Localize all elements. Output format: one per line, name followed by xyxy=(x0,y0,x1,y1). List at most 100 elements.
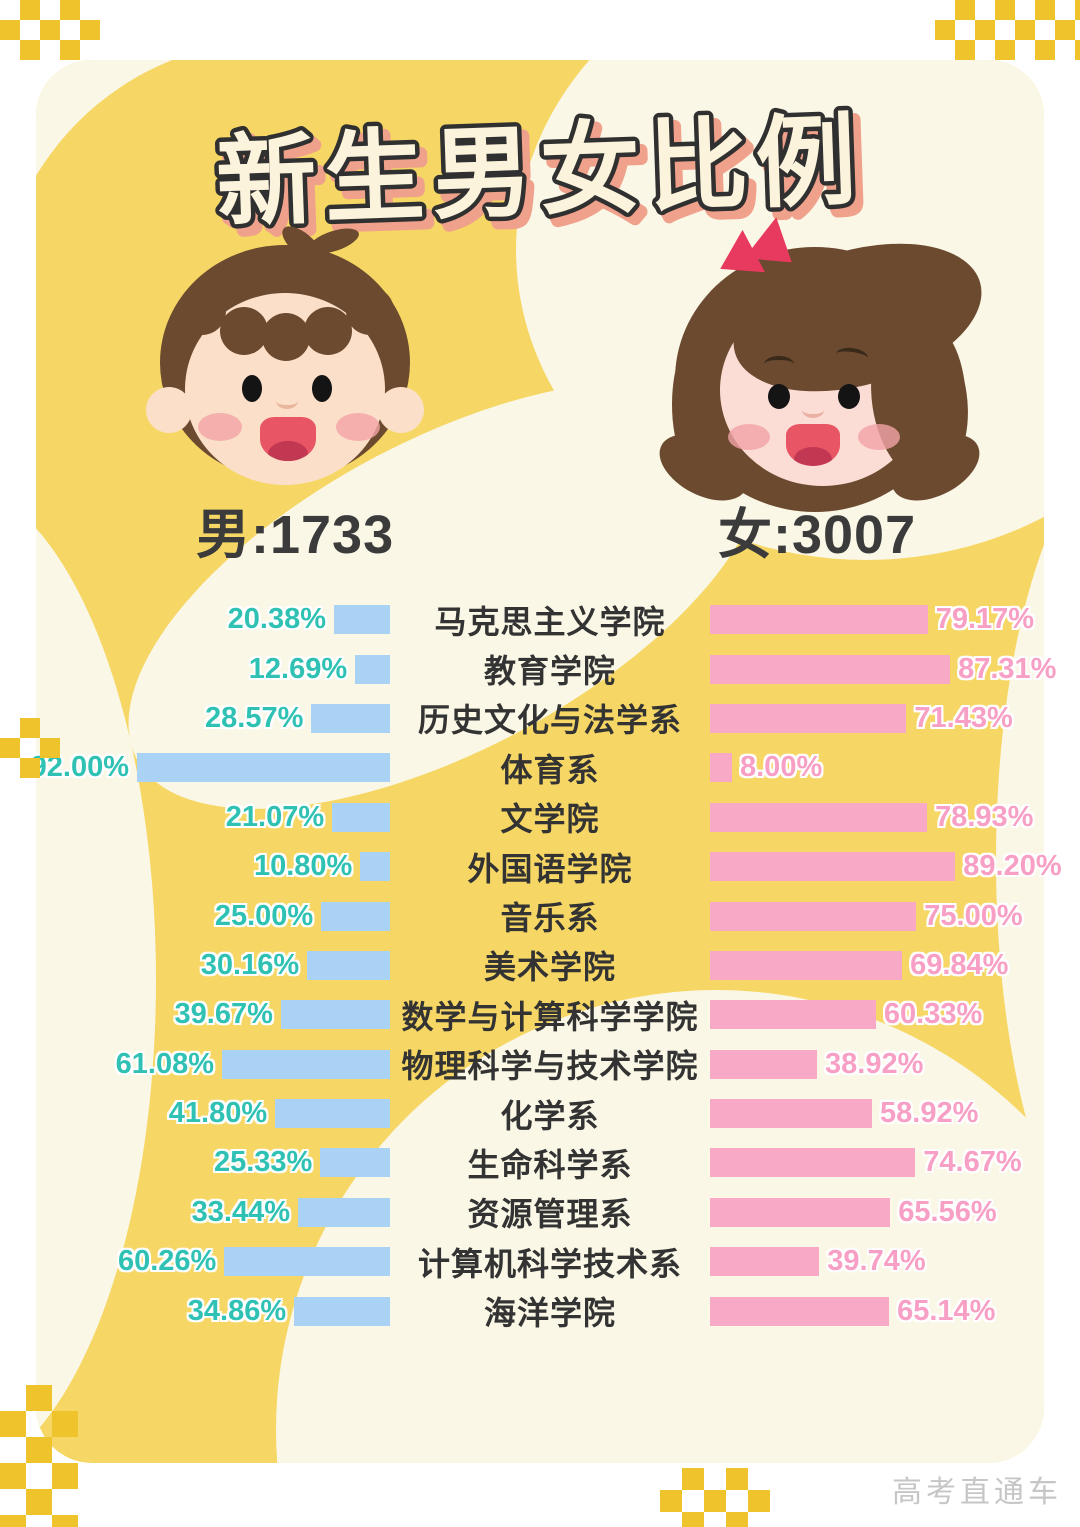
male-percent-label: 21.07% xyxy=(225,800,325,833)
girl-illustration xyxy=(648,217,999,522)
male-bar xyxy=(332,802,390,832)
girl-cheek-left xyxy=(728,424,770,450)
chart-row: 92.00% 体育系 8.00% xyxy=(0,743,1080,792)
female-bar xyxy=(710,950,903,980)
female-bar xyxy=(710,703,907,733)
boy-fringe-scallop xyxy=(346,287,394,335)
female-percent-label: 8.00% xyxy=(740,751,823,784)
male-total: 男:1733 xyxy=(196,505,395,565)
boy-fringe-scallop xyxy=(220,307,268,355)
male-bar-zone: 10.80% xyxy=(0,850,390,883)
boy-illustration xyxy=(146,220,424,500)
checker-pattern-mid-left xyxy=(0,718,60,778)
female-bar xyxy=(710,802,928,832)
department-label: 数学与计算科学学院 xyxy=(401,998,699,1035)
department-label: 计算机科学技术系 xyxy=(417,1245,682,1282)
chart-row: 12.69% 教育学院 87.31% xyxy=(0,644,1080,693)
male-bar-zone: 20.38% xyxy=(0,603,390,636)
male-bar-zone: 30.16% xyxy=(0,949,390,982)
male-bar xyxy=(137,753,390,783)
checker-pattern-top-left xyxy=(0,0,100,60)
female-bar-zone: 39.74% xyxy=(710,1245,1080,1278)
female-bar xyxy=(710,654,951,684)
boy-ear-left xyxy=(146,387,192,433)
female-percent-label: 65.14% xyxy=(897,1294,996,1327)
female-bar-zone: 79.17% xyxy=(710,603,1080,636)
female-bar-zone: 69.84% xyxy=(710,949,1080,982)
female-bar xyxy=(710,753,732,783)
male-bar-zone: 60.26% xyxy=(0,1245,390,1278)
female-bar xyxy=(710,1099,872,1129)
department-label: 体育系 xyxy=(500,751,600,788)
gender-ratio-chart: 20.38% 马克思主义学院 79.17% 12.69% 教育学院 87.31%… xyxy=(0,595,1080,1336)
department-label: 物理科学与技术学院 xyxy=(401,1048,699,1085)
female-bar-zone: 75.00% xyxy=(710,900,1080,933)
male-bar-zone: 39.67% xyxy=(0,998,390,1031)
female-percent-label: 69.84% xyxy=(910,948,1009,981)
male-bar-zone: 61.08% xyxy=(0,1048,390,1081)
male-percent-label: 20.38% xyxy=(227,603,326,636)
female-bar xyxy=(710,1049,817,1079)
female-percent-label: 71.43% xyxy=(914,701,1013,734)
male-bar-zone: 25.00% xyxy=(0,900,390,933)
page-title: 新生男女比例 新生男女比例 xyxy=(140,78,940,258)
female-bar xyxy=(710,1000,876,1030)
male-bar xyxy=(298,1197,390,1227)
male-bar xyxy=(360,852,390,882)
female-percent-label: 75.00% xyxy=(924,899,1023,932)
chart-row: 21.07% 文学院 78.93% xyxy=(0,793,1080,842)
male-bar-zone: 34.86% xyxy=(0,1295,390,1328)
chart-row: 41.80% 化学系 58.92% xyxy=(0,1089,1080,1138)
female-percent-label: 79.17% xyxy=(935,603,1035,636)
male-percent-label: 61.08% xyxy=(115,1047,214,1080)
female-bar-zone: 58.92% xyxy=(710,1097,1080,1130)
male-percent-label: 41.80% xyxy=(168,1097,268,1130)
male-bar-zone: 25.33% xyxy=(0,1146,390,1179)
male-bar-zone: 21.07% xyxy=(0,801,390,834)
female-bar-zone: 71.43% xyxy=(710,702,1080,735)
male-bar xyxy=(307,950,390,980)
boy-ear-right xyxy=(378,387,424,433)
boy-fringe-scallop xyxy=(304,307,352,355)
male-bar-zone: 28.57% xyxy=(0,702,390,735)
page-title-shadow-text: 新生男女比例 xyxy=(222,112,874,247)
female-bar xyxy=(710,605,928,635)
checker-pattern-bottom-left xyxy=(0,1385,78,1527)
female-bar-zone: 87.31% xyxy=(710,653,1080,686)
boy-cheek-right xyxy=(336,413,380,441)
girl-tongue xyxy=(794,447,832,466)
female-bar-zone: 78.93% xyxy=(710,801,1080,834)
department-label: 文学院 xyxy=(500,801,600,838)
checker-pattern-top-right xyxy=(935,0,1080,60)
girl-nose xyxy=(802,402,824,418)
female-percent-label: 65.56% xyxy=(898,1195,997,1228)
female-bar xyxy=(710,852,956,882)
female-bar-zone: 8.00% xyxy=(710,751,1080,784)
watermark: 高考直通车 xyxy=(892,1476,1062,1509)
female-percent-label: 38.92% xyxy=(825,1047,924,1080)
girl-eye-left xyxy=(768,384,790,409)
department-label: 历史文化与法学系 xyxy=(417,702,682,739)
male-bar-zone: 92.00% xyxy=(0,751,390,784)
female-bar xyxy=(710,1296,890,1326)
male-bar xyxy=(311,703,390,733)
chart-row: 39.67% 数学与计算科学学院 60.33% xyxy=(0,990,1080,1039)
girl-mouth xyxy=(786,424,840,466)
female-bar-zone: 38.92% xyxy=(710,1048,1080,1081)
male-bar xyxy=(224,1247,390,1277)
male-percent-label: 12.69% xyxy=(248,652,348,685)
female-percent-label: 89.20% xyxy=(963,850,1062,883)
male-bar xyxy=(222,1049,390,1079)
chart-row: 34.86% 海洋学院 65.14% xyxy=(0,1286,1080,1335)
girl-cheek-right xyxy=(858,424,900,450)
department-label: 美术学院 xyxy=(483,949,616,986)
department-label: 化学系 xyxy=(500,1097,600,1134)
male-bar xyxy=(275,1099,390,1129)
chart-row: 20.38% 马克思主义学院 79.17% xyxy=(0,595,1080,644)
boy-eye-left xyxy=(242,375,262,402)
boy-fringe-scallop xyxy=(262,313,310,361)
boy-eye-right xyxy=(312,375,332,402)
girl-eye-right xyxy=(838,384,860,409)
male-bar-zone: 41.80% xyxy=(0,1097,390,1130)
female-bar xyxy=(710,901,917,931)
